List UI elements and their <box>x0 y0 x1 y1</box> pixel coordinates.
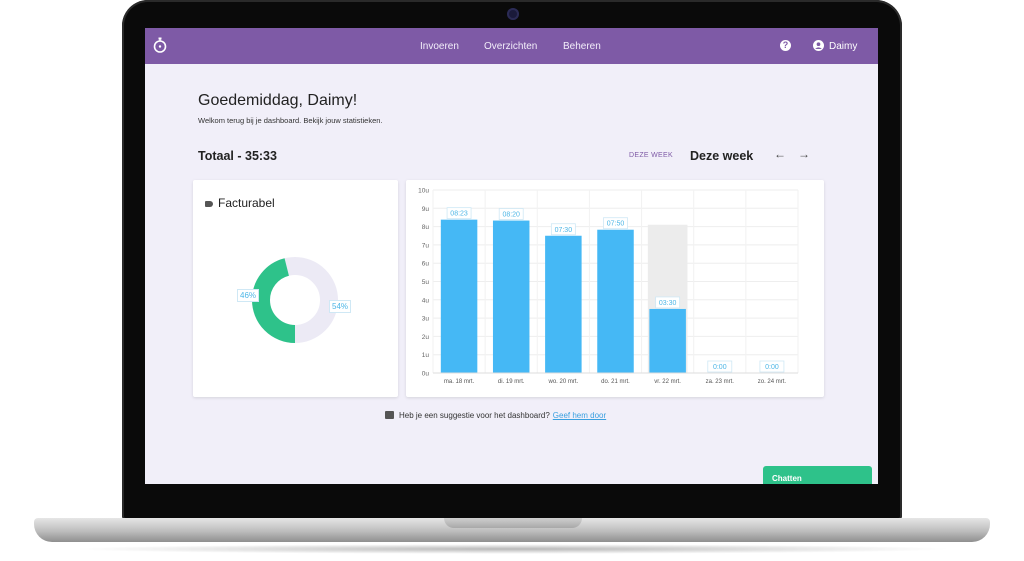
total-hours: Totaal - 35:33 <box>198 149 277 163</box>
bar <box>649 308 686 373</box>
y-tick-label: 6u <box>422 261 430 268</box>
bar-value-label: 08:20 <box>502 212 520 219</box>
bar-value-label-box <box>446 207 472 220</box>
y-tick-label: 4u <box>422 297 430 304</box>
bar-value-label-box <box>707 360 733 373</box>
y-tick-label: 7u <box>422 242 430 249</box>
weekly-hours-card: 0u 1u 2u 3u 4u 5u 6u 7u 8u 9u 10u 08:23 ma. 18 mrt. 0… <box>406 180 824 397</box>
y-tick-label: 8u <box>422 224 430 231</box>
x-tick-label: ma. 18 mrt. <box>444 379 475 385</box>
nav-invoeren[interactable]: Invoeren <box>420 41 459 52</box>
laptop-notch <box>444 518 582 528</box>
top-navigation-bar: Invoeren Overzichten Beheren ? Daimy <box>145 28 878 64</box>
comment-icon <box>385 411 394 419</box>
bar <box>597 229 634 373</box>
bar <box>440 219 478 373</box>
x-tick-label: za. 23 mrt. <box>706 379 735 385</box>
bar-value-label-box <box>655 296 681 309</box>
greeting-heading: Goedemiddag, Daimy! <box>198 92 358 109</box>
week-title: Deze week <box>690 149 754 163</box>
donut-slice-billable <box>252 257 338 343</box>
x-tick-label: wo. 20 mrt. <box>548 379 579 385</box>
x-tick-label: vr. 22 mrt. <box>654 379 681 385</box>
user-name[interactable]: Daimy <box>829 41 858 52</box>
bar-value-label-box <box>603 217 628 230</box>
nav-beheren[interactable]: Beheren <box>563 41 601 52</box>
bar-value-label: 0:00 <box>765 364 779 371</box>
chat-label: Chatten <box>772 474 802 483</box>
help-circle-icon[interactable]: ? <box>780 40 791 51</box>
bar-value-label-box <box>498 208 524 220</box>
billable-donut-chart <box>252 257 338 343</box>
x-tick-label: di. 19 mrt. <box>498 379 525 385</box>
bar-value-label: 08:23 <box>450 211 468 218</box>
suggestion-row: Heb je een suggestie voor het dashboard?… <box>385 411 606 420</box>
next-week-arrow-icon[interactable]: → <box>798 147 810 161</box>
this-week-button[interactable]: DEZE WEEK <box>629 152 673 159</box>
x-tick-label: zo. 24 mrt. <box>758 379 787 385</box>
greeting-subtitle: Welkom terug bij je dashboard. Bekijk jo… <box>198 116 383 125</box>
chat-button[interactable]: Chatten <box>763 466 872 484</box>
laptop-shadow <box>70 544 954 554</box>
billable-title: Facturabel <box>218 196 275 210</box>
y-tick-label: 3u <box>422 316 430 323</box>
bar-value-label: 0:00 <box>713 364 727 371</box>
previous-week-arrow-icon[interactable]: ← <box>774 147 786 161</box>
billable-card: Facturabel 46% 54% <box>193 180 398 397</box>
user-circle-icon[interactable] <box>813 40 824 51</box>
y-tick-label: 0u <box>422 371 430 378</box>
webcam <box>507 8 519 20</box>
tag-icon <box>205 201 213 207</box>
suggestion-text: Heb je een suggestie voor het dashboard? <box>399 411 550 420</box>
y-tick-label: 9u <box>422 206 430 213</box>
weekly-hours-bar-chart: 0u 1u 2u 3u 4u 5u 6u 7u 8u 9u 10u 08:23 ma. 18 mrt. 0… <box>418 188 799 385</box>
bar <box>492 220 530 373</box>
bar-value-label-box <box>550 223 576 236</box>
x-tick-label: do. 21 mrt. <box>601 379 630 385</box>
y-tick-label: 2u <box>422 334 430 341</box>
y-tick-label: 5u <box>422 279 430 286</box>
bar <box>545 235 582 373</box>
bar-value-label: 07:50 <box>607 221 625 228</box>
y-tick-label: 10u <box>418 188 429 195</box>
billable-percent-label: 46% <box>237 289 260 302</box>
app-screen: Invoeren Overzichten Beheren ? Daimy Goe… <box>145 28 878 484</box>
suggestion-link[interactable]: Geef hem door <box>552 411 607 420</box>
stopwatch-logo-icon[interactable] <box>151 36 169 54</box>
non-billable-percent-label: 54% <box>329 300 352 313</box>
y-tick-label: 1u <box>422 352 430 359</box>
bar-value-label: 03:30 <box>659 300 677 307</box>
nav-overzichten[interactable]: Overzichten <box>484 41 538 52</box>
bar-value-label-box <box>759 360 785 373</box>
bar-value-label: 07:30 <box>555 227 573 234</box>
